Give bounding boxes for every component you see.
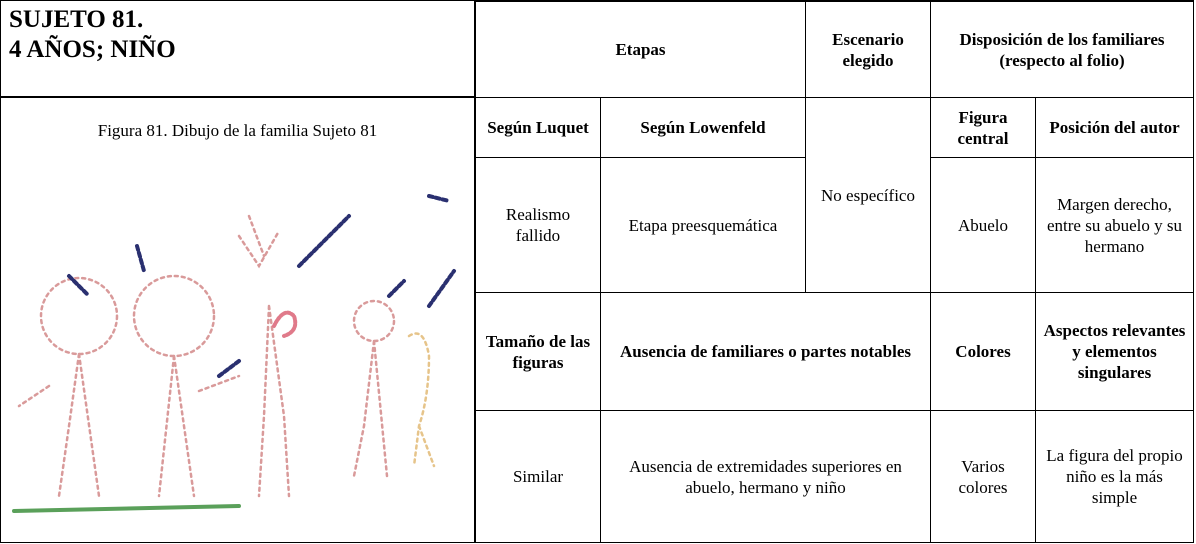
table-cell: Abuelo — [931, 158, 1035, 292]
header-cell: Figura central — [931, 98, 1035, 157]
header-cell: Tamaño de las figuras — [476, 293, 600, 410]
figure-cell: Figura 81. Dibujo de la familia Sujeto 8… — [1, 98, 474, 542]
table-cell: Ausencia de extremidades superiores en a… — [601, 411, 930, 542]
table-cell: La figura del propio niño es la más simp… — [1036, 411, 1193, 542]
title-cell: SUJETO 81. 4 AÑOS; NIÑO — [1, 1, 474, 96]
header-cell: Según Lowenfeld — [601, 98, 805, 157]
header-cell: Ausencia de familiares o partes notables — [601, 293, 930, 410]
title-line: 4 AÑOS; NIÑO — [9, 36, 176, 63]
header-cell: Etapas — [476, 2, 805, 97]
table-cell: Margen derecho, entre su abuelo y su her… — [1036, 158, 1193, 292]
table-cell: Similar — [476, 411, 600, 542]
header-cell: Colores — [931, 293, 1035, 410]
table-cell: No específico — [806, 98, 930, 292]
header-cell: Disposición de los familiares (respecto … — [931, 2, 1193, 97]
title-line: SUJETO 81. — [9, 6, 144, 33]
header-cell: Según Luquet — [476, 98, 600, 157]
header-cell: Posición del autor — [1036, 98, 1193, 157]
table-cell: Etapa preesquemática — [601, 158, 805, 292]
figure-caption: Figura 81. Dibujo de la familia Sujeto 8… — [97, 121, 378, 140]
drawing — [12, 194, 456, 513]
table-cell: Varios colores — [931, 411, 1035, 542]
table-cell: Realismo fallido — [476, 158, 600, 292]
header-cell: Aspectos relevantes y elementos singular… — [1036, 293, 1193, 410]
header-cell: Escenario elegido — [806, 2, 930, 97]
